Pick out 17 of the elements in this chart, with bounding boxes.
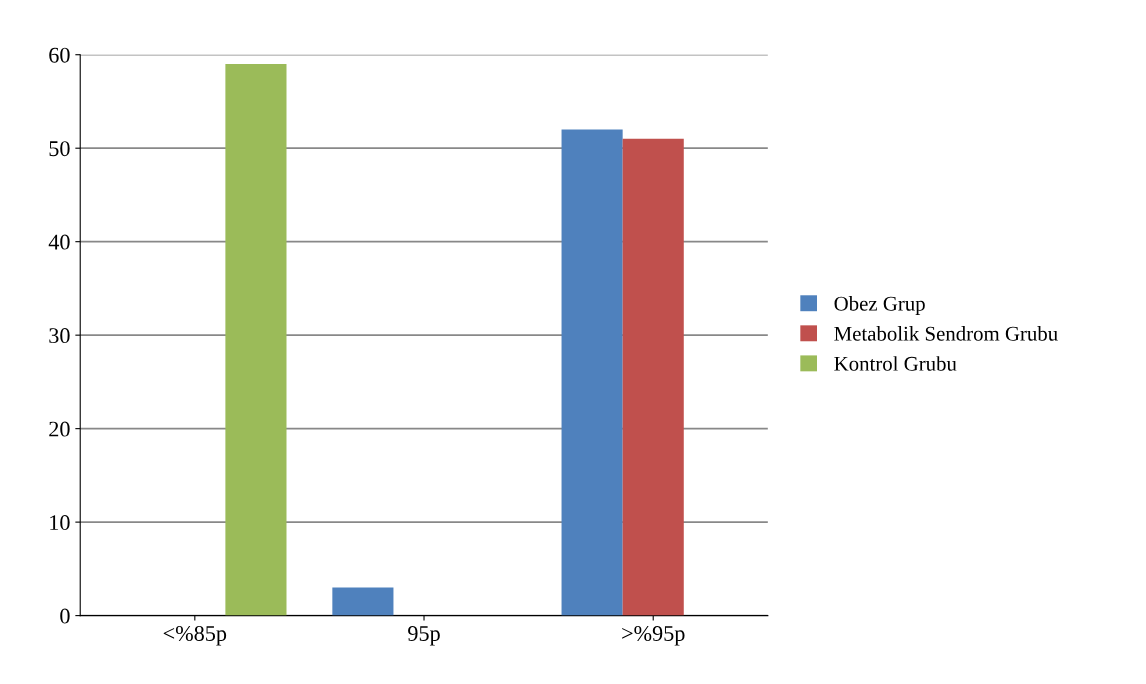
x-tick-label: >%95p	[622, 625, 685, 646]
y-tick-label: 60	[49, 47, 70, 63]
legend-label: Metabolik Sendrom Grubu	[834, 326, 1058, 341]
bar	[225, 64, 287, 616]
y-tick-label: 10	[50, 515, 70, 531]
legend-label: Kontrol Grubu	[834, 356, 957, 371]
x-tick-label: <%85p	[163, 625, 227, 646]
legend-label: Obez Grup	[834, 296, 925, 315]
y-tick-label: 40	[48, 234, 70, 250]
bar	[561, 129, 623, 616]
y-tick-label: 30	[49, 328, 70, 344]
bar	[622, 138, 684, 616]
y-tick-label: 0	[60, 608, 70, 624]
x-tick-label: 95p	[408, 626, 440, 646]
bar	[332, 587, 394, 616]
y-tick-label: 20	[49, 421, 70, 437]
y-tick-label: 50	[49, 141, 70, 157]
